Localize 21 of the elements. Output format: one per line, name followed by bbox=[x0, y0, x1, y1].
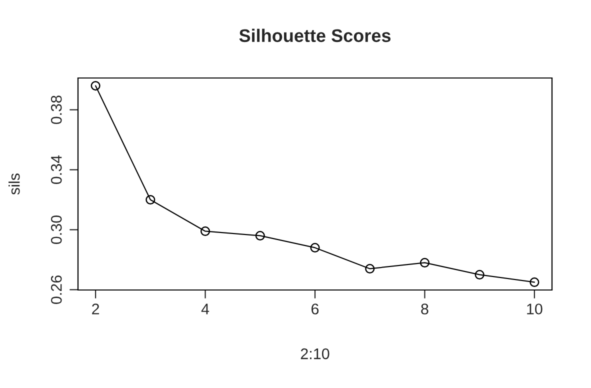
point bbox=[90, 81, 100, 91]
y-tick-label: 0.38 bbox=[50, 96, 62, 124]
x-axis-title: 2:10 bbox=[300, 348, 330, 360]
y-tick-label: 0.26 bbox=[50, 276, 62, 304]
y-tick-label: 0.30 bbox=[50, 215, 62, 244]
point bbox=[146, 194, 156, 205]
chart-title: Silhouette Scores bbox=[239, 28, 391, 42]
x-tick-label: 4 bbox=[201, 304, 210, 314]
y-axis-title: sils bbox=[8, 174, 20, 195]
point bbox=[530, 277, 540, 287]
point bbox=[255, 230, 265, 241]
point bbox=[474, 270, 484, 280]
point bbox=[200, 226, 210, 236]
x-tick-label: 6 bbox=[312, 304, 319, 314]
y-tick-label: 0.34 bbox=[50, 155, 62, 184]
x-tick-label: 8 bbox=[421, 304, 428, 314]
x-tick-label: 10 bbox=[527, 304, 542, 314]
point bbox=[420, 258, 430, 268]
point bbox=[365, 264, 375, 274]
point bbox=[310, 242, 320, 253]
x-tick-label: 2 bbox=[92, 304, 100, 314]
